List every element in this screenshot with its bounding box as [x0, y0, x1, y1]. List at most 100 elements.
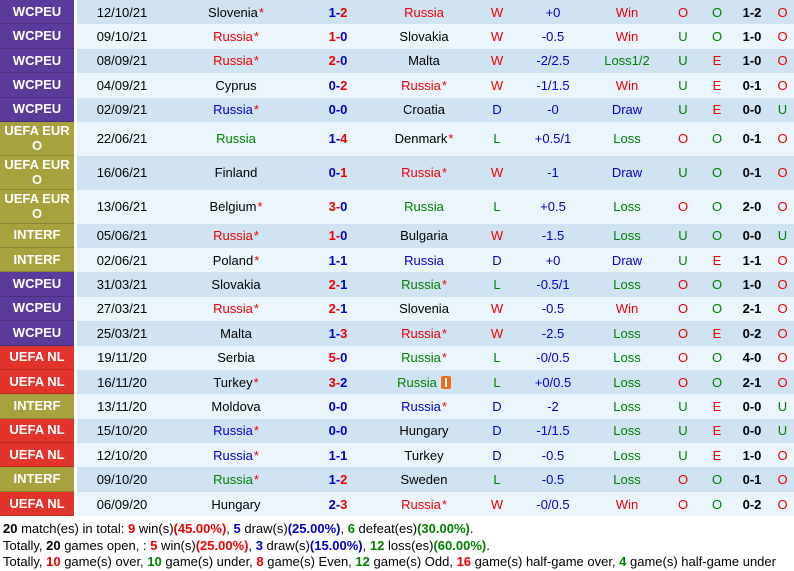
- away-team: Russia: [371, 189, 477, 224]
- orange-card-icon: [440, 375, 451, 389]
- half-time-score: 1-1: [733, 247, 771, 273]
- score-dash: -: [335, 472, 341, 488]
- asian-handicap: -0.5: [517, 467, 589, 492]
- half-over-under: O: [771, 155, 794, 190]
- summary-segment: win(s): [157, 537, 196, 553]
- asian-handicap: -0/0.5: [517, 491, 589, 517]
- match-row: WCPEU 27/03/21 Russia * 2-1 Slovenia W -0.5 Win O…: [0, 296, 794, 322]
- home-advantage-star: *: [253, 374, 259, 390]
- summary-segment: win(s): [135, 521, 174, 537]
- h2h-table: WCPEU 12/10/21 Slovenia * 1-2 Russia W +0 Win O O 1…: [0, 0, 794, 517]
- match-date: 09/10/21: [77, 24, 167, 49]
- result-letter: W: [477, 0, 517, 25]
- odd-even: E: [701, 247, 733, 273]
- competition-badge: INTERF: [0, 223, 77, 248]
- half-time-score: 1-0: [733, 443, 771, 468]
- asian-handicap: +0.5: [517, 189, 589, 224]
- home-advantage-star: *: [441, 325, 447, 341]
- team-name: Russia: [397, 374, 437, 390]
- team-name: Malta: [220, 325, 252, 341]
- competition-badge: UEFA NL: [0, 369, 77, 395]
- score-dash: -: [335, 447, 341, 463]
- handicap-result: Win: [589, 73, 665, 98]
- half-over-under: O: [771, 247, 794, 273]
- asian-handicap: -0.5: [517, 24, 589, 49]
- over-under: O: [665, 189, 701, 224]
- odd-even: O: [701, 296, 733, 322]
- match-date: 31/03/21: [77, 272, 167, 297]
- match-date: 05/06/21: [77, 223, 167, 248]
- summary-segment: 9: [128, 521, 136, 537]
- away-goals: 2: [340, 374, 348, 390]
- handicap-result: Loss1/2: [589, 48, 665, 74]
- away-team: Malta: [371, 48, 477, 74]
- match-date: 02/09/21: [77, 97, 167, 122]
- score-dash: -: [335, 325, 341, 341]
- asian-handicap: -1.5: [517, 223, 589, 248]
- asian-handicap: +0: [517, 247, 589, 273]
- summary-segment: 20: [3, 521, 18, 537]
- summary-segment: 20: [46, 537, 61, 553]
- away-goals: 0: [340, 228, 348, 244]
- score-dash: -: [335, 423, 341, 439]
- result-letter: W: [477, 73, 517, 98]
- team-name: Finland: [214, 165, 258, 181]
- summary-segment: ,: [226, 521, 234, 537]
- away-team: Russia *: [371, 394, 477, 419]
- competition-label: WCPEU: [12, 300, 62, 316]
- competition-label: WCPEU: [12, 101, 62, 117]
- match-row: WCPEU 09/10/21 Russia * 1-0 Slovakia W -0.5 Win U…: [0, 24, 794, 49]
- summary-segment: 3: [255, 537, 263, 553]
- odd-even: O: [701, 467, 733, 492]
- summary-segment: draw(s): [262, 537, 310, 553]
- odd-even: E: [701, 48, 733, 74]
- competition-label: UEFA EURO: [4, 156, 70, 187]
- home-advantage-star: *: [441, 496, 447, 512]
- asian-handicap: -0.5: [517, 296, 589, 322]
- handicap-result: Loss: [589, 467, 665, 492]
- away-team: Hungary: [371, 418, 477, 444]
- home-team: Malta: [167, 321, 305, 346]
- odd-even: O: [701, 345, 733, 370]
- match-row: INTERF 13/11/20 Moldova 0-0 Russia * D -2 Loss U E…: [0, 394, 794, 419]
- match-row: INTERF 09/10/20 Russia * 1-2 Sweden L -0.5 Loss O…: [0, 467, 794, 492]
- home-team: Russia *: [167, 97, 305, 122]
- score-dash: -: [335, 131, 341, 147]
- match-row: WCPEU 04/09/21 Cyprus 0-2 Russia * W -1/1.5 Win U…: [0, 73, 794, 98]
- team-name: Russia: [213, 228, 253, 244]
- away-team: Russia *: [371, 155, 477, 190]
- team-name: Russia: [401, 496, 441, 512]
- half-time-score: 0-1: [733, 155, 771, 190]
- home-team: Russia *: [167, 223, 305, 248]
- away-team: Russia *: [371, 73, 477, 98]
- away-goals: 0: [340, 102, 348, 118]
- home-goals: 2: [328, 53, 336, 69]
- home-advantage-star: *: [258, 4, 264, 20]
- score-dash: -: [335, 252, 341, 268]
- away-goals: 3: [340, 325, 348, 341]
- match-row: INTERF 02/06/21 Poland * 1-1 Russia D +0 Draw U E 1…: [0, 247, 794, 273]
- home-goals: 1: [328, 447, 336, 463]
- over-under: U: [665, 73, 701, 98]
- match-row: UEFA NL 15/10/20 Russia * 0-0 Hungary D -1/1.5 L…: [0, 418, 794, 444]
- competition-badge: UEFA NL: [0, 443, 77, 468]
- summary-segment: 5: [150, 537, 158, 553]
- match-row: UEFA NL 19/11/20 Serbia 5-0 Russia * L -0/0.5 Lo…: [0, 345, 794, 370]
- home-advantage-star: *: [441, 277, 447, 293]
- competition-badge: WCPEU: [0, 73, 77, 98]
- half-over-under: O: [771, 121, 794, 156]
- home-advantage-star: *: [253, 472, 259, 488]
- home-advantage-star: *: [253, 29, 259, 45]
- competition-label: UEFA NL: [9, 495, 65, 511]
- match-row: WCPEU 31/03/21 Slovakia 2-1 Russia * L -0.5/1 Lo…: [0, 272, 794, 297]
- half-time-score: 0-1: [733, 73, 771, 98]
- summary-segment: (25.00%): [287, 521, 341, 537]
- home-advantage-star: *: [253, 228, 259, 244]
- half-over-under: O: [771, 443, 794, 468]
- home-goals: 2: [328, 301, 336, 317]
- team-name: Russia: [401, 165, 441, 181]
- asian-handicap: -0/0.5: [517, 345, 589, 370]
- over-under: U: [665, 394, 701, 419]
- away-goals: 1: [340, 277, 348, 293]
- summary-segment: loss(es): [384, 537, 434, 553]
